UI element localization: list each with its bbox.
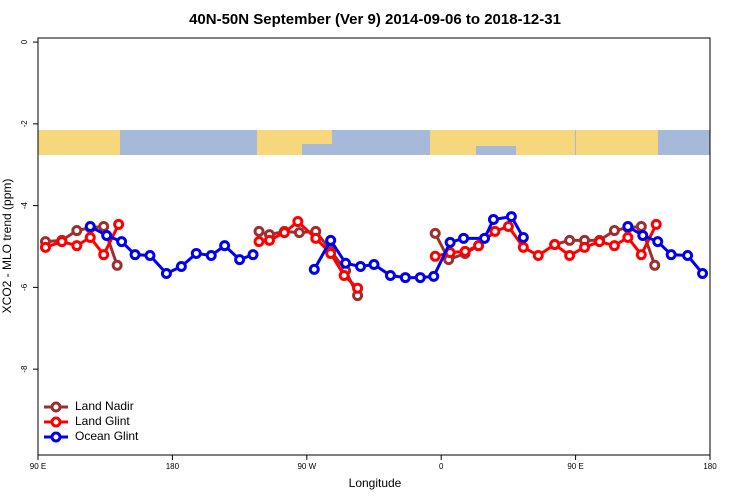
data-point <box>234 254 246 266</box>
data-point <box>697 267 709 279</box>
data-point <box>98 220 110 232</box>
data-point <box>116 236 128 248</box>
data-point <box>665 249 677 261</box>
data-point <box>338 270 350 282</box>
data-point <box>101 229 113 241</box>
data-point <box>278 227 290 239</box>
data-point <box>652 236 664 248</box>
data-point <box>39 241 51 253</box>
legend-label: Ocean Glint <box>75 429 139 443</box>
data-point <box>84 220 96 232</box>
data-point <box>253 236 265 248</box>
y-tick-label: -6 <box>20 283 29 291</box>
data-point <box>517 232 529 244</box>
data-point <box>71 240 83 252</box>
data-point <box>502 220 514 232</box>
data-point <box>622 220 634 232</box>
data-point <box>175 261 187 273</box>
y-axis-label: XCO2 - MLO trend (ppm) <box>0 179 14 314</box>
chart-title: 40N-50N September (Ver 9) 2014-09-06 to … <box>189 11 561 28</box>
plot-frame <box>37 37 711 456</box>
data-point <box>517 241 529 253</box>
data-point <box>637 229 649 241</box>
data-point <box>253 225 265 237</box>
data-point <box>368 258 380 270</box>
data-point <box>428 270 440 282</box>
data-point <box>429 250 441 262</box>
legend-marker <box>50 416 62 428</box>
data-point <box>56 236 68 248</box>
data-point <box>429 227 441 239</box>
data-point <box>113 218 125 230</box>
x-tick-label: 180 <box>166 462 180 471</box>
data-point <box>205 249 217 261</box>
data-point <box>98 249 110 261</box>
y-tick-label: 0 <box>20 39 29 44</box>
data-point <box>459 245 471 257</box>
data-point <box>532 249 544 261</box>
data-point <box>635 220 647 232</box>
x-tick-label: 180 <box>703 462 717 471</box>
data-point <box>292 216 304 228</box>
x-tick-label: 90 E <box>30 462 46 471</box>
data-point <box>564 234 576 246</box>
data-point <box>340 257 352 269</box>
data-point <box>129 249 141 261</box>
data-point <box>444 236 456 248</box>
data-point <box>263 234 275 246</box>
x-axis-label: Longitude <box>349 476 402 490</box>
data-point <box>564 249 576 261</box>
y-tick-label: -4 <box>20 202 29 210</box>
data-point <box>71 225 83 237</box>
data-point <box>355 261 367 273</box>
data-point <box>399 272 411 284</box>
data-point <box>111 259 123 271</box>
data-point <box>84 232 96 244</box>
data-point <box>247 249 259 261</box>
data-point <box>144 249 156 261</box>
data-point <box>489 225 501 237</box>
data-point <box>325 247 337 259</box>
data-point <box>593 236 605 248</box>
data-point <box>414 272 426 284</box>
data-point <box>308 263 320 275</box>
x-tick-label: 90 W <box>297 462 316 471</box>
data-point <box>458 232 470 244</box>
data-point <box>190 247 202 259</box>
legend-label: Land Nadir <box>75 399 134 413</box>
legend-marker <box>50 401 62 413</box>
data-point <box>352 282 364 294</box>
y-tick-label: -2 <box>20 120 29 128</box>
data-point <box>325 234 337 246</box>
data-point <box>219 240 231 252</box>
data-point <box>608 225 620 237</box>
data-point <box>549 238 561 250</box>
map-strip <box>38 130 710 155</box>
data-point <box>608 240 620 252</box>
legend-label: Land Glint <box>75 414 130 428</box>
data-point <box>487 214 499 226</box>
legend-marker <box>50 431 62 443</box>
data-point <box>310 232 322 244</box>
data-point <box>160 267 172 279</box>
data-point <box>579 241 591 253</box>
data-point <box>622 232 634 244</box>
data-point <box>479 232 491 244</box>
data-point <box>505 211 517 223</box>
data-point <box>384 270 396 282</box>
x-tick-label: 0 <box>439 462 444 471</box>
x-tick-label: 90 E <box>567 462 583 471</box>
data-point <box>682 249 694 261</box>
data-point <box>649 259 661 271</box>
data-point <box>293 227 305 239</box>
data-point <box>473 240 485 252</box>
data-point <box>635 249 647 261</box>
data-point <box>650 218 662 230</box>
y-tick-label: -8 <box>20 365 29 373</box>
